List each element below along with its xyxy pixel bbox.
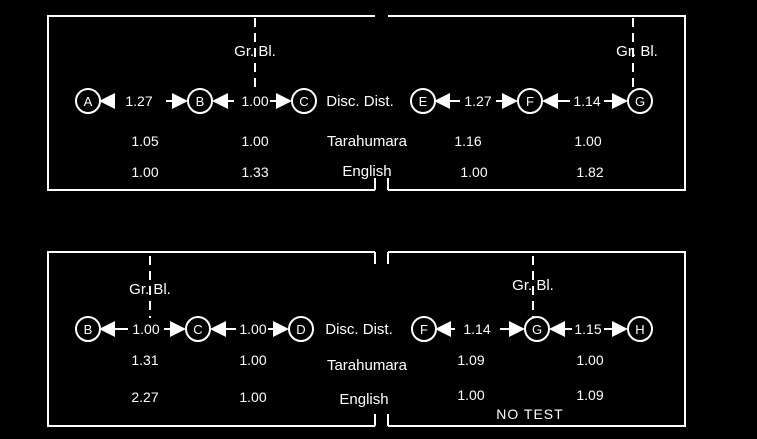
node-d-bottom-label: D bbox=[296, 322, 305, 337]
node-g bbox=[627, 88, 653, 114]
bottom-right-box bbox=[388, 251, 686, 427]
bottom-no-test-note: NO TEST bbox=[496, 406, 563, 422]
bottom-left-box bbox=[47, 251, 375, 427]
node-f-label: F bbox=[526, 94, 534, 109]
bottom-panel: Gr. Bl. Gr. Bl. B C D 1.00 1.00 1.31 1.0… bbox=[47, 251, 686, 427]
top-eng-bc: 1.33 bbox=[241, 164, 268, 180]
top-right-boundary-label: Gr. Bl. bbox=[616, 43, 658, 60]
top-panel: Gr. Bl. Gr. Bl. A B C 1.27 1.00 1.05 1.0… bbox=[47, 15, 686, 191]
node-g-label: G bbox=[635, 94, 645, 109]
bottom-eng-gh: 1.09 bbox=[576, 387, 603, 403]
bottom-dist-gh: 1.15 bbox=[574, 321, 601, 337]
top-dist-fg: 1.14 bbox=[573, 93, 600, 109]
bottom-tara-cd: 1.00 bbox=[239, 352, 266, 368]
top-eng-ef: 1.00 bbox=[460, 164, 487, 180]
top-tara-ab: 1.05 bbox=[131, 133, 158, 149]
top-tara-bc: 1.00 bbox=[241, 133, 268, 149]
bottom-dist-cd: 1.00 bbox=[239, 321, 266, 337]
node-c-bottom-label: C bbox=[193, 322, 202, 337]
node-h-bottom-label: H bbox=[635, 322, 644, 337]
bottom-disc-dist: Disc. Dist. bbox=[325, 321, 393, 338]
bottom-left-boundary-label: Gr. Bl. bbox=[129, 281, 171, 298]
node-d-bottom bbox=[288, 316, 314, 342]
node-e-label: E bbox=[419, 94, 428, 109]
bottom-tarahumara-label: Tarahumara bbox=[327, 357, 408, 374]
top-disc-dist: Disc. Dist. bbox=[326, 93, 394, 110]
top-tarahumara-label: Tarahumara bbox=[327, 133, 408, 150]
bottom-tara-gh: 1.00 bbox=[576, 352, 603, 368]
bottom-dist-bc: 1.00 bbox=[132, 321, 159, 337]
bottom-eng-fg: 1.00 bbox=[457, 387, 484, 403]
node-g-bottom-label: G bbox=[532, 322, 542, 337]
node-f-bottom-label: F bbox=[420, 322, 428, 337]
top-dist-bc: 1.00 bbox=[241, 93, 268, 109]
node-h-bottom bbox=[627, 316, 653, 342]
node-b-label: B bbox=[196, 94, 205, 109]
node-a-label: A bbox=[84, 94, 93, 109]
top-right-box bbox=[388, 15, 686, 191]
top-dist-ab: 1.27 bbox=[125, 93, 152, 109]
bottom-tara-fg: 1.09 bbox=[457, 352, 484, 368]
top-left-box bbox=[47, 15, 375, 191]
node-b-bottom-label: B bbox=[84, 322, 93, 337]
top-eng-fg: 1.82 bbox=[576, 164, 603, 180]
top-dist-ef: 1.27 bbox=[464, 93, 491, 109]
bottom-tara-bc: 1.31 bbox=[131, 352, 158, 368]
bottom-right-boundary-label: Gr. Bl. bbox=[512, 277, 554, 294]
top-tara-ef: 1.16 bbox=[454, 133, 481, 149]
node-c-label: C bbox=[299, 94, 308, 109]
node-c bbox=[291, 88, 317, 114]
top-tara-fg: 1.00 bbox=[574, 133, 601, 149]
top-english-label: English bbox=[342, 163, 391, 180]
bottom-eng-cd: 1.00 bbox=[239, 389, 266, 405]
top-left-boundary-label: Gr. Bl. bbox=[234, 43, 276, 60]
bottom-dist-fg: 1.14 bbox=[463, 321, 490, 337]
bottom-english-label: English bbox=[339, 391, 388, 408]
top-eng-ab: 1.00 bbox=[131, 164, 158, 180]
bottom-eng-bc: 2.27 bbox=[131, 389, 158, 405]
